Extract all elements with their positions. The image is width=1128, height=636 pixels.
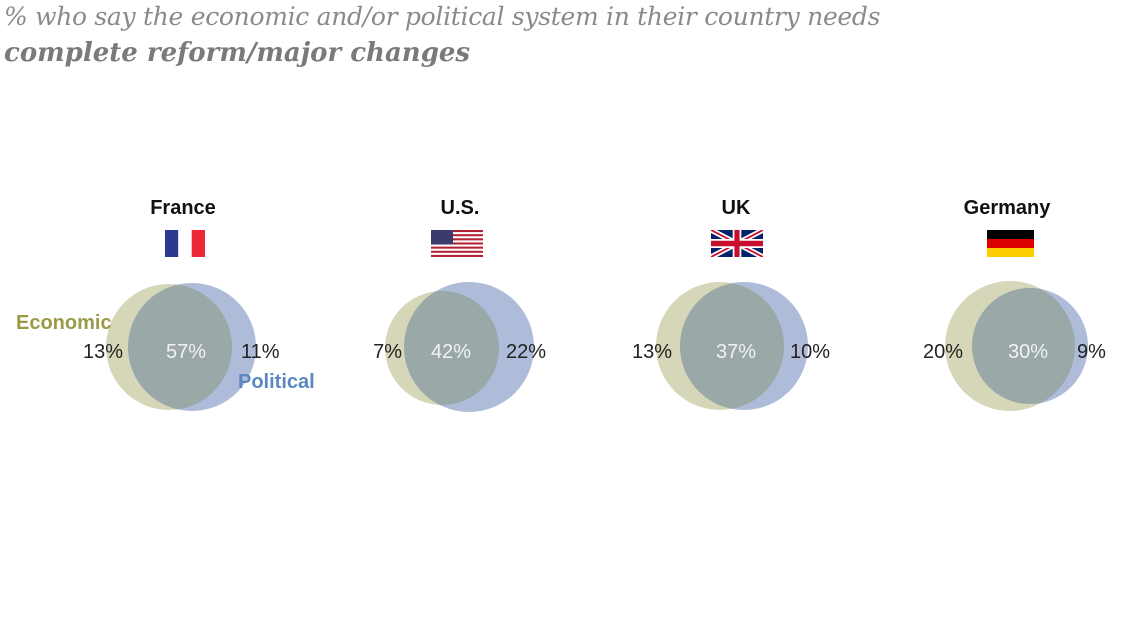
chart-subtitle: complete reform/major changes — [4, 38, 471, 68]
economic-only-value: 7% — [373, 341, 402, 363]
political-only-value: 22% — [506, 341, 546, 363]
venn-group-germany: Germany 20% 30% 9% — [923, 197, 1106, 411]
political-only-value: 9% — [1077, 341, 1106, 363]
germany-flag-icon — [987, 230, 1034, 257]
both-value: 37% — [716, 341, 756, 363]
both-value: 42% — [431, 341, 471, 363]
economic-only-value: 13% — [83, 341, 123, 363]
both-value: 57% — [166, 341, 206, 363]
venn-group-us: U.S. 7% 42% 22% — [373, 197, 546, 412]
both-value: 30% — [1008, 341, 1048, 363]
chart-title: % who say the economic and/or political … — [4, 2, 881, 31]
uk-flag-icon — [711, 230, 763, 257]
country-label: Germany — [964, 197, 1052, 219]
legend-economic: Economic — [16, 312, 112, 334]
venn-group-uk: UK 13% 37% 10% — [632, 197, 830, 410]
overlap-region — [404, 291, 499, 405]
economic-only-value: 20% — [923, 341, 963, 363]
venn-group-france: France 13% 57% 11% Economic Political — [16, 197, 315, 411]
economic-only-value: 13% — [632, 341, 672, 363]
us-flag-icon — [431, 230, 483, 257]
overlap-region — [972, 288, 1075, 404]
country-label: France — [150, 197, 216, 219]
legend-political: Political — [238, 371, 315, 393]
political-only-value: 10% — [790, 341, 830, 363]
country-label: UK — [722, 197, 751, 219]
country-label: U.S. — [441, 197, 480, 219]
political-only-value: 11% — [241, 341, 280, 363]
france-flag-icon — [165, 230, 205, 257]
